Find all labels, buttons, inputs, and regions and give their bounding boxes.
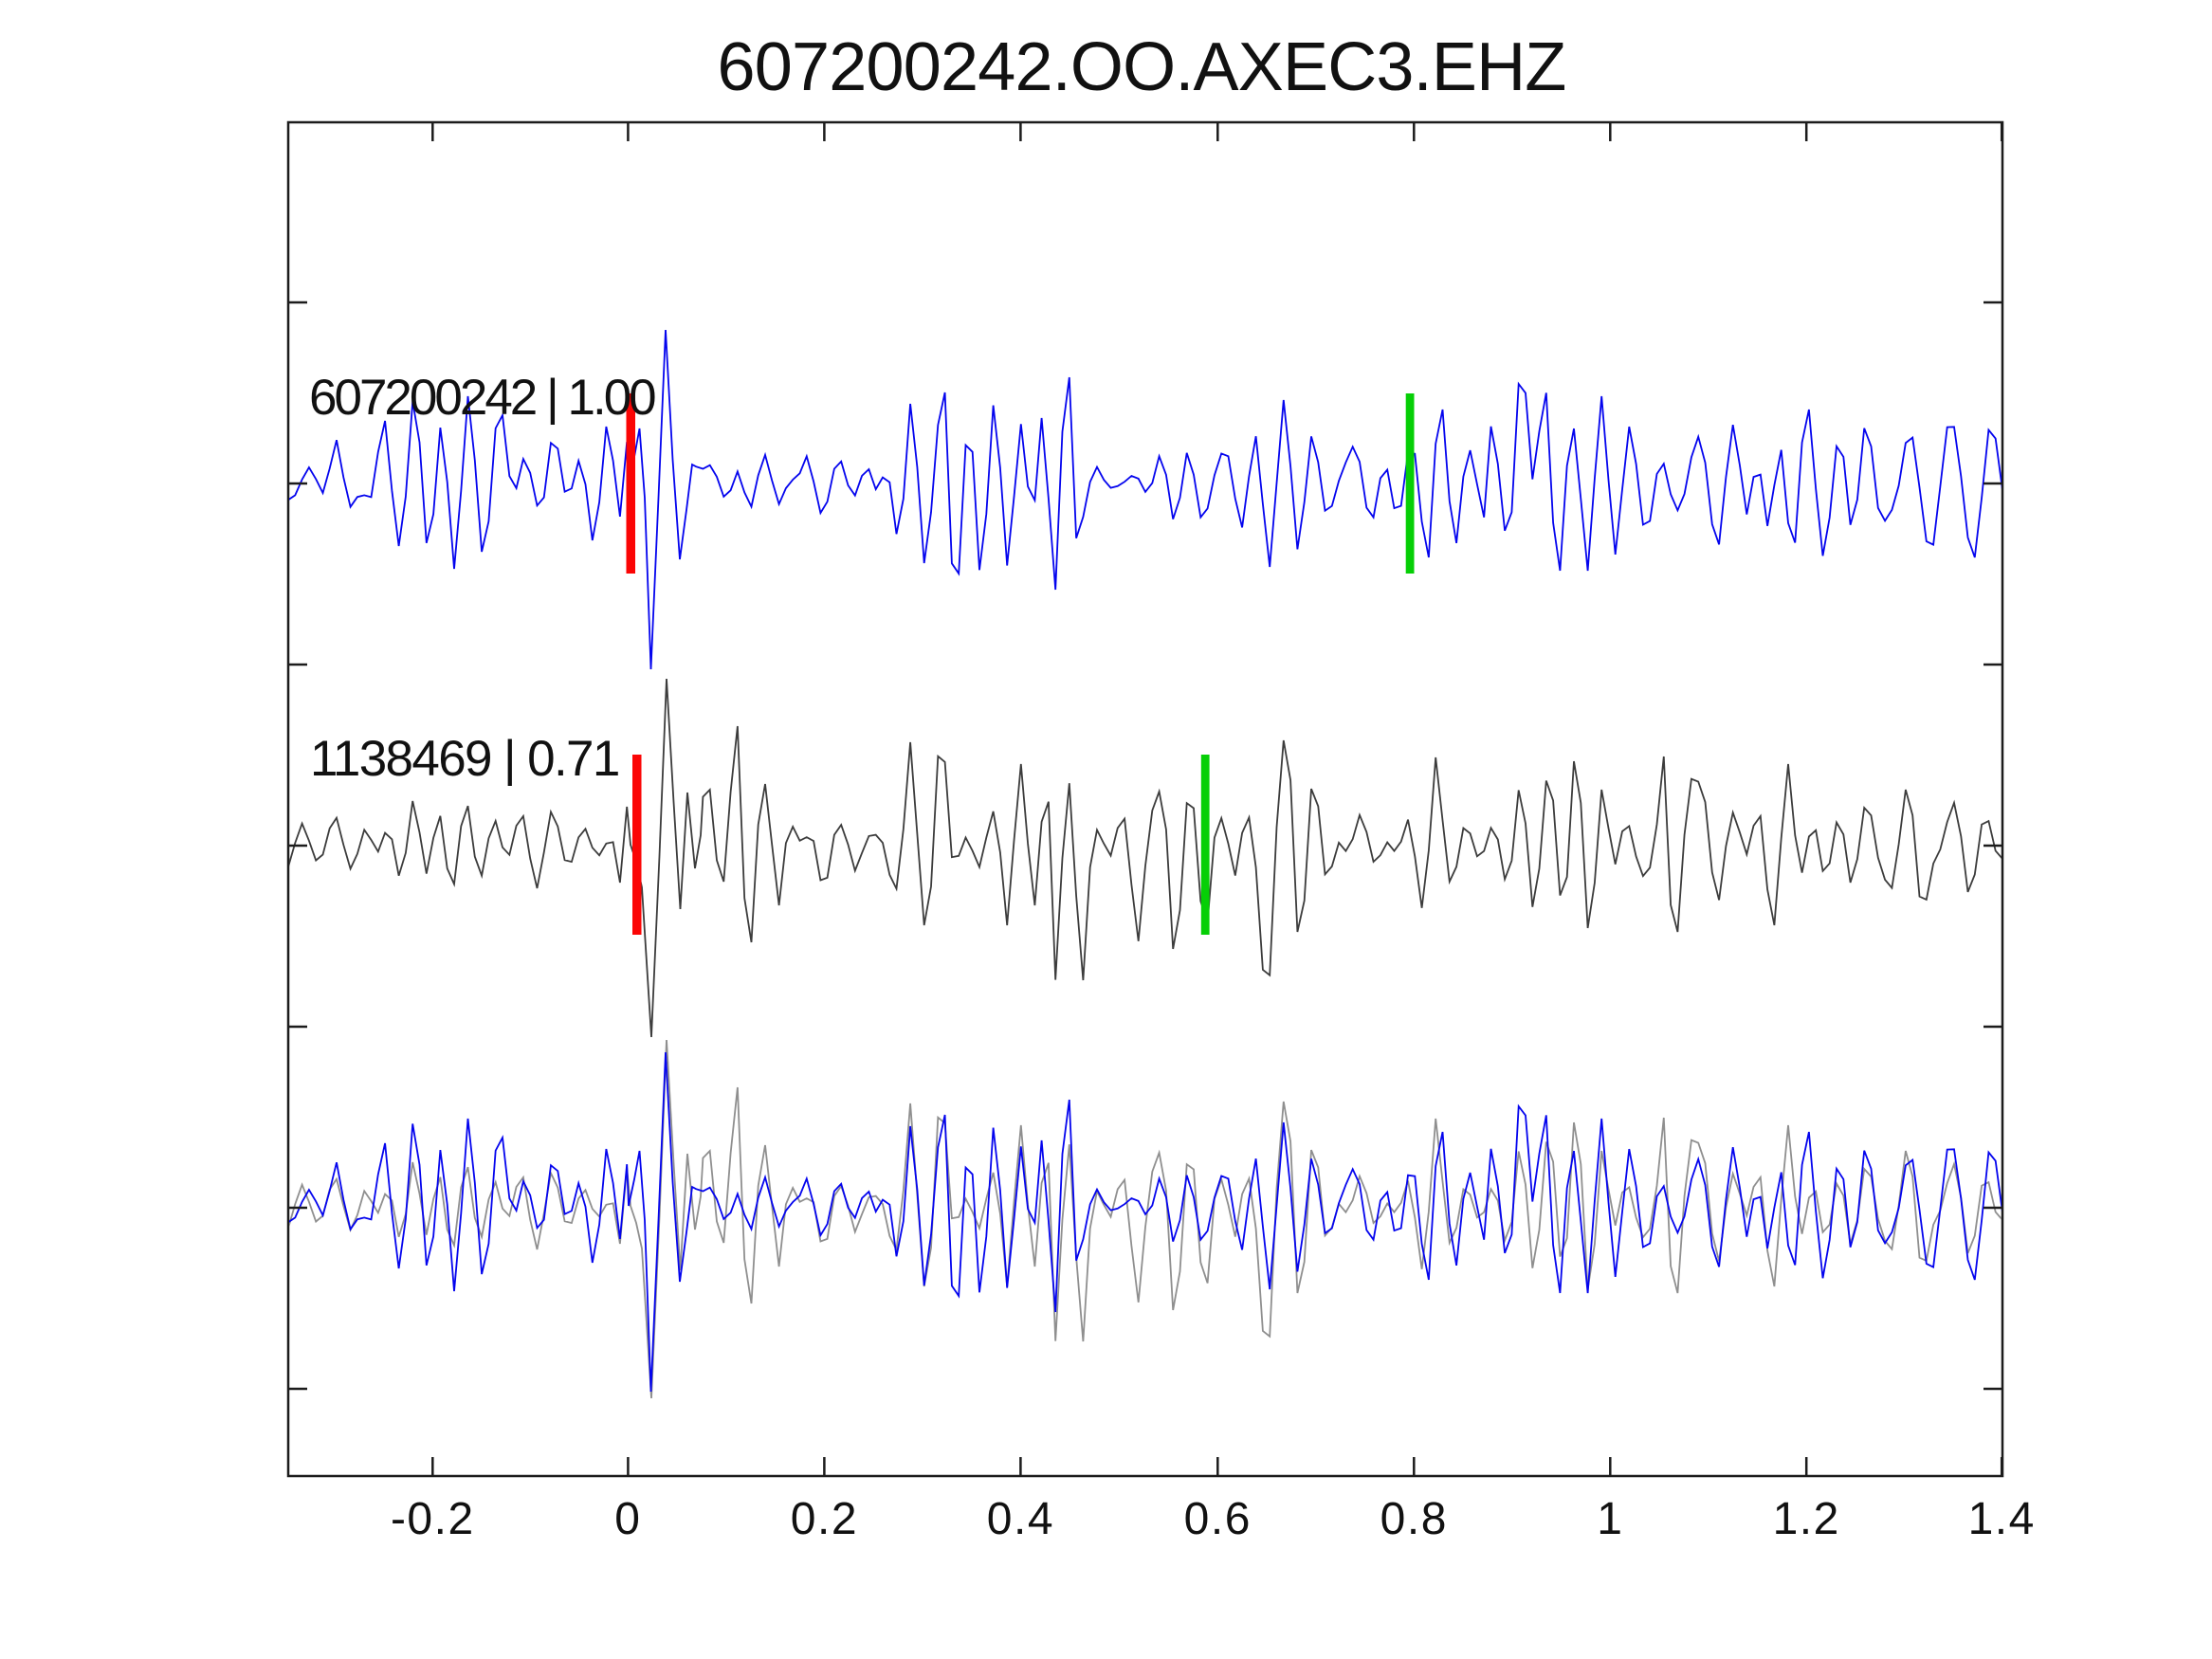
svg-text:0.6: 0.6 <box>1184 1494 1252 1544</box>
svg-text:0.4: 0.4 <box>987 1494 1054 1544</box>
svg-text:1138469 | 0.71: 1138469 | 0.71 <box>310 731 619 787</box>
svg-text:-0.2: -0.2 <box>391 1494 475 1544</box>
svg-text:0.2: 0.2 <box>791 1494 858 1544</box>
svg-text:0.8: 0.8 <box>1380 1494 1448 1544</box>
svg-text:0: 0 <box>614 1494 641 1544</box>
svg-text:1.4: 1.4 <box>1968 1494 2036 1544</box>
svg-text:607200242.OO.AXEC3.EHZ: 607200242.OO.AXEC3.EHZ <box>718 29 1566 105</box>
svg-text:1: 1 <box>1597 1494 1623 1544</box>
svg-text:1.2: 1.2 <box>1773 1494 1840 1544</box>
svg-text:607200242 | 1.00: 607200242 | 1.00 <box>309 370 655 426</box>
